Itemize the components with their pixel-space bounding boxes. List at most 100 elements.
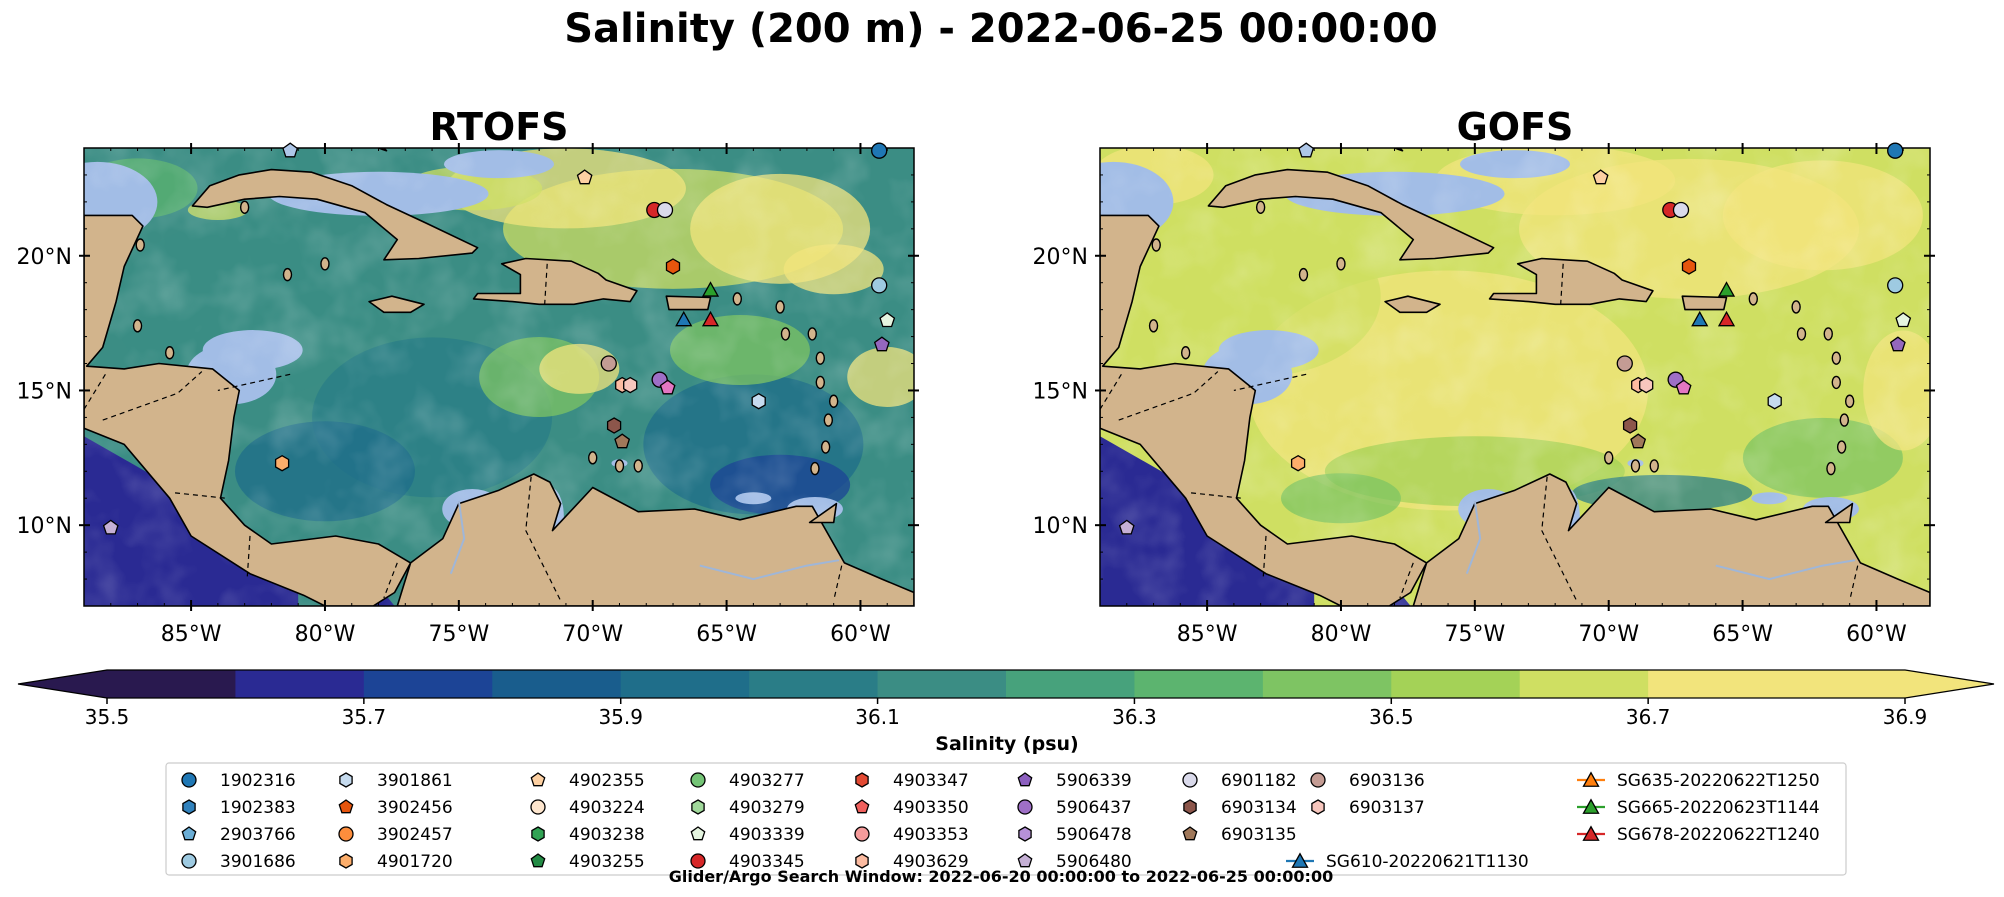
legend-label: 6903136 (1349, 771, 1425, 791)
legend-item-3901861: 3901861 (339, 771, 453, 791)
legend-label: 3901686 (220, 852, 296, 872)
legend-item-5906480: 5906480 (1017, 852, 1132, 872)
map-frame-gofs (1099, 147, 1931, 607)
colorbar-bin (1519, 670, 1649, 698)
x-tick-label: 70°W (1578, 622, 1639, 647)
legend-item-6903137: 6903137 (1311, 798, 1425, 818)
legend-label: 4903629 (893, 852, 969, 872)
legend-label: 4902355 (569, 771, 645, 791)
observation-marker-6903136 (1616, 355, 1633, 372)
legend-item-6903136: 6903136 (1310, 771, 1425, 791)
legend-label: 4903279 (729, 798, 805, 818)
map-panel-rtofs: RTOFS 85°W 80°W 75°W 70°W 65°W 60°W 10°N 15°N 20… (17, 105, 919, 647)
legend-label: SG610-20220621T1130 (1326, 852, 1529, 872)
y-tick-label: 20°N (17, 245, 72, 270)
legend-item-4902355: 4902355 (530, 771, 645, 791)
colorbar-tick-label: 36.7 (1626, 705, 1671, 729)
legend-item-4903347: 4903347 (855, 771, 969, 791)
colorbar-tick-label: 35.7 (342, 705, 387, 729)
y-tick-label: 20°N (1033, 245, 1088, 270)
observation-marker-5906480 (1118, 519, 1135, 535)
observation-marker-6903135 (1630, 433, 1647, 449)
legend-item-4903255: 4903255 (530, 852, 645, 872)
legend-item-4903353: 4903353 (854, 825, 969, 845)
colorbar-bin (749, 670, 879, 698)
colorbar-extend-low (18, 670, 107, 698)
observation-marker-5906480 (102, 519, 119, 535)
colorbar-bin (1776, 670, 1906, 698)
legend-item-1902316: 1902316 (181, 771, 296, 791)
observation-marker-6903135 (614, 433, 631, 449)
legend-item-3902456: 3902456 (338, 798, 453, 818)
y-tick-label: 10°N (1033, 514, 1088, 539)
legend-item-4903350: 4903350 (854, 798, 969, 818)
colorbar: 35.5 35.7 35.9 36.1 36.3 36.5 36.7 36.9 (17, 669, 1995, 729)
colorbar-label: Salinity (psu) (935, 733, 1078, 755)
legend-item-SG678-20220622T1240: SG678-20220622T1240 (1577, 825, 1820, 845)
observation-marker-4903350 (1675, 379, 1692, 395)
colorbar-bin (1006, 670, 1135, 698)
legend-label: 5906437 (1056, 798, 1132, 818)
x-tick-label: 85°W (1177, 622, 1238, 647)
panel-title-rtofs: RTOFS (429, 105, 568, 149)
legend-label: 1902383 (220, 798, 296, 818)
observation-marker-4903350 (659, 379, 676, 395)
legend-label: 6903137 (1349, 798, 1425, 818)
legend-label: 4903255 (569, 852, 645, 872)
legend-label: 4903345 (729, 852, 805, 872)
legend-label: 4903238 (569, 825, 645, 845)
observation-marker-SG610-20220621T1130 (1691, 310, 1709, 327)
observation-marker-6903136 (600, 355, 617, 372)
x-tick-label: 65°W (696, 622, 757, 647)
observation-marker-5906339 (1889, 336, 1906, 352)
x-tick-label: 75°W (428, 622, 489, 647)
legend-label: 4901720 (377, 852, 453, 872)
legend-label: 4903224 (569, 798, 645, 818)
search-window-footer: Glider/Argo Search Window: 2022-06-20 00… (669, 867, 1333, 886)
observation-marker-2903766 (1298, 142, 1315, 158)
colorbar-tick-label: 36.9 (1883, 705, 1928, 729)
y-tick-label: 15°N (1033, 379, 1088, 404)
colorbar-bin (363, 670, 493, 698)
observation-marker-1902316 (1887, 142, 1904, 159)
observation-marker-1902316 (871, 142, 888, 159)
x-tick-label: 75°W (1444, 622, 1505, 647)
legend-label: 1902316 (220, 771, 296, 791)
legend-label: 2903766 (220, 825, 296, 845)
colorbar-bin (1648, 670, 1778, 698)
legend-item-6901182: 6901182 (1182, 771, 1297, 791)
observation-marker-4903347 (665, 258, 681, 275)
colorbar-bin (620, 670, 750, 698)
observation-marker-SG665-20220623T1144 (1717, 281, 1736, 297)
y-tick-label: 10°N (17, 514, 72, 539)
colorbar-bin (492, 670, 622, 698)
observation-marker-SG678-20220622T1240 (701, 310, 720, 327)
legend-item-4903277: 4903277 (690, 771, 805, 791)
observation-marker-3901686 (1887, 277, 1904, 294)
legend-label: 4903350 (893, 798, 969, 818)
legend-label: 3902457 (377, 825, 453, 845)
legend-label: 5906478 (1056, 825, 1132, 845)
legend-label: 4903353 (893, 825, 969, 845)
x-tick-label: 80°W (1311, 622, 1372, 647)
legend-label: 5906339 (1056, 771, 1132, 791)
x-tick-label: 85°W (161, 622, 222, 647)
land-gofs (1100, 148, 1930, 606)
legend-label: 6903135 (1221, 825, 1297, 845)
observation-marker-6903137 (623, 376, 638, 394)
observation-marker-4903339 (1895, 312, 1912, 328)
observation-marker-2903766 (282, 142, 299, 158)
legend-label: SG635-20220622T1250 (1617, 771, 1820, 791)
observation-marker-4902355 (1592, 169, 1609, 185)
observation-marker-4901720 (274, 454, 290, 472)
observation-marker-6901182 (656, 201, 674, 219)
legend-label: 5906480 (1056, 852, 1132, 872)
colorbar-tick-label: 36.5 (1369, 705, 1414, 729)
colorbar-bin (235, 670, 365, 698)
legend-item-6903135: 6903135 (1182, 825, 1297, 845)
colorbar-tick-label: 36.1 (855, 705, 900, 729)
legend-label: SG678-20220622T1240 (1617, 825, 1820, 845)
colorbar-bin (877, 670, 1007, 698)
colorbar-tick-label: 35.5 (85, 705, 130, 729)
observation-marker-6903134 (1622, 417, 1638, 434)
